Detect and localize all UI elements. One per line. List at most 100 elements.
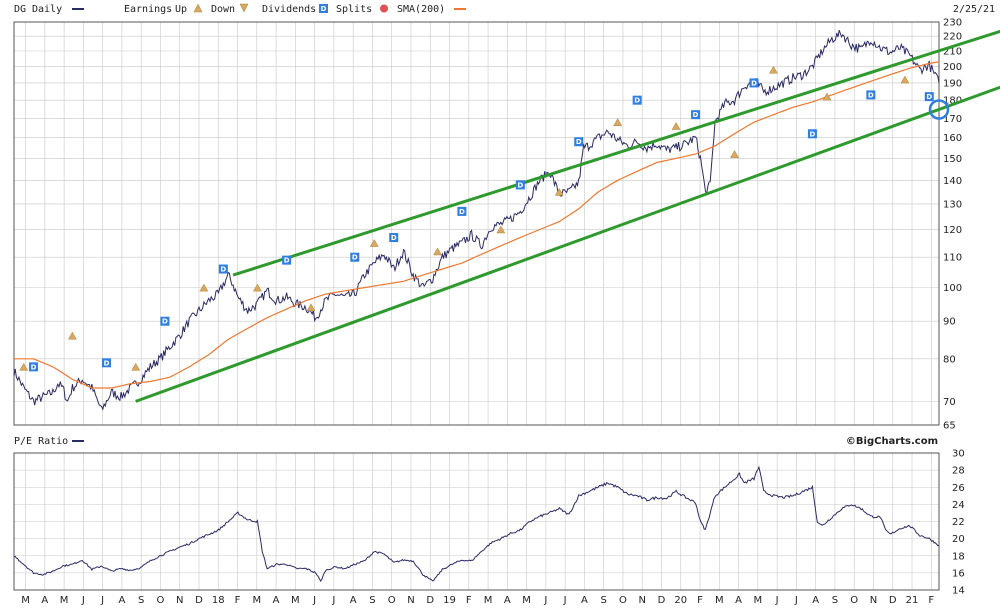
dividend-marker: D: [350, 252, 360, 262]
x-tick-label: F: [235, 595, 241, 606]
svg-text:D: D: [391, 234, 397, 242]
earnings-marker: [822, 92, 832, 101]
dividend-marker: D: [102, 358, 111, 368]
y-tick-label: 90: [943, 317, 956, 328]
svg-text:D: D: [321, 5, 327, 13]
earnings-marker: [306, 303, 316, 312]
earnings-marker: [199, 283, 209, 292]
lower-panel-frame: [13, 452, 940, 591]
upper-channel-line: [232, 29, 1000, 277]
y-tick-label: 80: [943, 354, 956, 365]
svg-text:D: D: [31, 363, 37, 371]
y-tick-label: 190: [943, 78, 962, 89]
event-markers: D D D D D D D D D D D D D D D D: [19, 65, 934, 372]
y-tick-label: 140: [943, 176, 962, 187]
svg-text:D: D: [459, 208, 465, 216]
dividend-marker: D: [218, 264, 228, 274]
pe-legend-swatch: [72, 440, 84, 442]
earnings-marker: [671, 121, 681, 130]
y-tick-label: 150: [943, 154, 962, 165]
ticker-label: DG: [14, 4, 26, 15]
svg-text:D: D: [517, 181, 523, 189]
pe-y-tick-label: 14: [952, 586, 965, 597]
dividend-marker: D: [457, 206, 467, 216]
x-tick-label: N: [870, 595, 877, 606]
y-tick-label: 170: [943, 114, 962, 125]
price-legend-swatch: [72, 8, 84, 10]
x-tick-label: 20: [674, 595, 687, 606]
x-tick-label: M: [21, 595, 30, 606]
upper-panel: 70 80 90 100 110 120 130 140 150 160 170 180 190 200 2…: [13, 18, 1000, 432]
legend-down-label: Down: [211, 4, 235, 15]
upper-panel-frame: [13, 21, 940, 426]
period-label: Daily: [32, 4, 62, 15]
lower-channel-line: [135, 85, 1000, 403]
x-tick-label: A: [504, 595, 511, 606]
x-tick-label: O: [157, 595, 165, 606]
svg-text:D: D: [693, 111, 699, 119]
svg-text:D: D: [576, 138, 582, 146]
y-tick-label: 120: [943, 225, 962, 236]
x-tick-label: O: [850, 595, 858, 606]
lower-y-axis: 14 16 18 20 22 24 26 28 30: [952, 449, 965, 597]
legend-dividends-label: Dividends: [262, 4, 316, 15]
earnings-marker: [131, 362, 141, 371]
svg-text:D: D: [634, 97, 640, 105]
x-tick-label: F: [466, 595, 472, 606]
dividend-marker: D: [691, 110, 701, 120]
pe-y-tick-label: 30: [952, 449, 965, 460]
x-tick-label: S: [601, 595, 607, 606]
earnings-up-icon: [193, 3, 203, 13]
legend-splits-label: Splits: [336, 4, 372, 15]
legend-up-label: Up: [175, 4, 187, 15]
x-tick-label: 18: [212, 595, 225, 606]
y-tick-label: 230: [943, 18, 962, 29]
x-tick-label: M: [484, 595, 493, 606]
x-axis-labels: M A M J J A S O N D 18 F M A M J J A S O N D 19 F M A M J J A S O N D 20 F M…: [21, 595, 934, 606]
highlight-circle: [928, 99, 950, 120]
y-tick-label: 220: [943, 32, 962, 43]
svg-text:D: D: [162, 318, 168, 326]
price-line: [13, 29, 940, 411]
x-tick-label: A: [581, 595, 588, 606]
pe-y-tick-label: 28: [952, 466, 965, 477]
earnings-marker: [433, 247, 442, 256]
earnings-down-icon: [239, 3, 249, 13]
earnings-marker: [730, 150, 739, 158]
y-tick-label: 200: [943, 62, 962, 73]
dividend-marker: D: [574, 137, 584, 147]
earnings-marker: [900, 75, 910, 84]
earnings-marker: [67, 331, 77, 340]
chart-header: DG Daily Earnings Up Down Dividends D Sp…: [14, 3, 995, 15]
pe-line: [13, 465, 940, 583]
x-tick-label: M: [291, 595, 300, 606]
earnings-marker: [19, 362, 29, 371]
earnings-marker: [252, 283, 262, 292]
y-tick-label: 210: [943, 47, 962, 58]
x-tick-label: A: [273, 595, 280, 606]
y-tick-label: 65: [943, 421, 956, 432]
x-tick-label: O: [388, 595, 396, 606]
dividend-marker: D: [28, 362, 38, 372]
upper-series: [13, 29, 1000, 411]
x-tick-label: M: [522, 595, 531, 606]
sma-legend-swatch: [454, 8, 466, 10]
x-tick-label: J: [543, 595, 547, 606]
svg-text:D: D: [868, 91, 874, 99]
x-tick-label: M: [715, 595, 724, 606]
x-tick-label: J: [331, 595, 335, 606]
bigcharts-brand: ©BigCharts.com: [846, 436, 938, 447]
x-tick-label: N: [176, 595, 183, 606]
dividend-marker: D: [924, 92, 934, 102]
x-tick-label: F: [928, 595, 934, 606]
pe-y-tick-label: 18: [952, 551, 965, 562]
earnings-marker: [554, 187, 564, 196]
x-tick-label: 19: [443, 595, 456, 606]
pe-y-tick-label: 24: [952, 500, 965, 511]
earnings-marker: [496, 225, 506, 234]
x-tick-label: A: [735, 595, 742, 606]
x-tick-label: F: [697, 595, 703, 606]
svg-text:D: D: [810, 130, 816, 138]
pe-y-tick-label: 22: [952, 517, 965, 528]
dividend-marker: D: [749, 78, 759, 88]
